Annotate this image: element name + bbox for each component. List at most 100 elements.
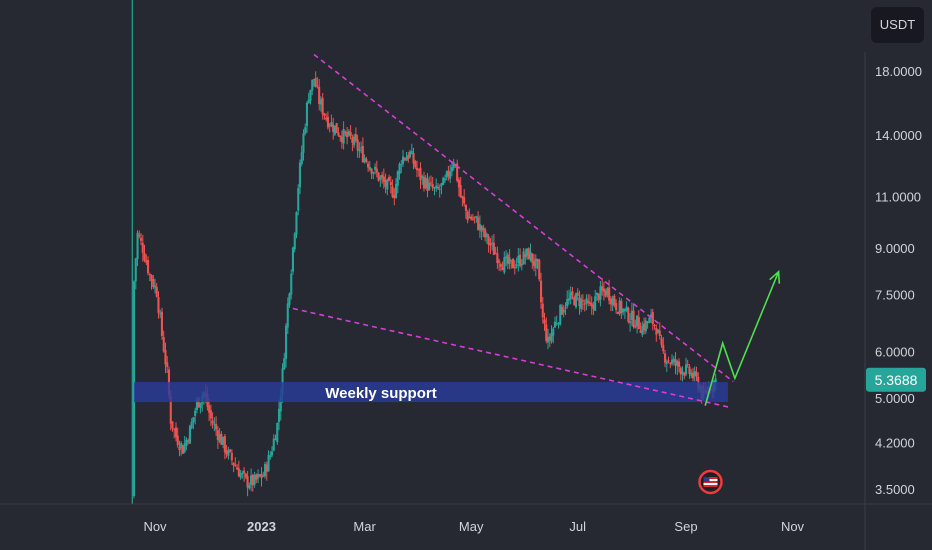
candle <box>410 143 413 155</box>
candle <box>400 160 403 174</box>
time-tick-label: May <box>459 519 484 534</box>
candle-body <box>609 298 612 304</box>
candle-body <box>541 303 544 318</box>
candle <box>419 162 422 189</box>
candle-body <box>325 117 328 120</box>
candle <box>405 152 408 161</box>
candle-body <box>595 292 598 296</box>
candle <box>674 352 677 375</box>
candle-body <box>574 293 577 307</box>
candle <box>174 422 177 442</box>
candle-body <box>641 325 644 335</box>
candle-body <box>382 176 385 182</box>
candle-body <box>519 254 522 266</box>
candle <box>140 233 143 246</box>
candle-body <box>220 433 223 445</box>
projection-arrow[interactable] <box>704 271 780 406</box>
candle <box>134 257 137 290</box>
support-zone[interactable] <box>134 382 728 403</box>
candle-body <box>361 146 364 162</box>
candle-body <box>436 186 439 189</box>
candle-body <box>349 132 352 137</box>
candle <box>379 175 382 187</box>
candle-body <box>223 436 226 453</box>
candle <box>552 327 555 344</box>
candle-body <box>307 99 310 104</box>
candle <box>342 121 345 150</box>
price-tick-label: 3.5000 <box>875 482 915 497</box>
candle <box>232 462 235 473</box>
candle-body <box>298 162 301 188</box>
candle-body <box>257 474 260 479</box>
support-zone-layer: Weekly support <box>134 382 728 403</box>
currency-unit-button[interactable]: USDT <box>871 7 924 43</box>
candle <box>391 179 394 199</box>
candle-body <box>416 167 419 171</box>
candle-body <box>150 274 153 282</box>
candle <box>136 230 139 267</box>
candle <box>671 354 674 366</box>
candle-body <box>569 292 572 300</box>
candle-body <box>450 167 453 172</box>
candle-body <box>229 449 232 452</box>
candle <box>178 440 181 457</box>
candle <box>377 172 380 182</box>
candle <box>665 359 668 372</box>
candle-body <box>365 159 368 162</box>
candle-body <box>494 252 497 254</box>
candle-body <box>278 408 281 423</box>
candle-body <box>358 149 361 152</box>
candle-body <box>592 304 595 310</box>
candle-body <box>145 260 148 263</box>
candle <box>318 79 321 111</box>
candle <box>187 438 190 445</box>
candle-body <box>213 423 216 425</box>
candle <box>655 324 658 342</box>
candle <box>625 301 628 313</box>
candle <box>395 178 398 199</box>
price-axis[interactable]: 18.0000 14.0000 11.0000 9.0000 7.5000 6.0000 5… <box>875 64 922 497</box>
lower-trendline[interactable] <box>292 307 730 409</box>
candle <box>416 160 419 178</box>
flag-stripe <box>703 481 718 483</box>
candle <box>449 164 452 184</box>
candle <box>307 92 310 104</box>
candle <box>141 234 144 262</box>
candle-body <box>449 171 452 179</box>
candle-body <box>227 449 230 456</box>
candle <box>580 294 583 313</box>
candle-body <box>620 300 623 314</box>
candle-body <box>187 440 190 442</box>
candle <box>653 323 656 330</box>
candle-body <box>658 330 661 336</box>
candle <box>526 248 529 260</box>
upper-trendline[interactable] <box>313 53 734 383</box>
candle-body <box>372 172 375 174</box>
candle-body <box>543 319 546 324</box>
candle-body <box>171 421 174 429</box>
candle <box>531 253 534 269</box>
candle-body <box>395 184 398 198</box>
candle-body <box>520 263 523 266</box>
time-tick-label: Mar <box>353 519 376 534</box>
candle-body <box>597 294 600 301</box>
candle <box>695 366 698 381</box>
candle-body <box>522 251 525 264</box>
candle <box>354 127 357 143</box>
candle-body <box>637 317 640 329</box>
candle <box>643 317 646 335</box>
us-flag-event-icon[interactable] <box>698 469 723 495</box>
candle <box>611 295 614 312</box>
candle-body <box>332 124 335 132</box>
candle <box>480 225 483 240</box>
candle-body <box>602 288 605 292</box>
time-axis[interactable]: Nov 2023 Mar May Jul Sep Nov <box>143 519 804 534</box>
candle-body <box>478 223 481 230</box>
candle <box>237 460 240 477</box>
candle-body <box>524 253 527 258</box>
candle <box>386 178 389 196</box>
candle <box>686 359 689 368</box>
candle <box>428 176 431 191</box>
candle <box>265 461 268 481</box>
